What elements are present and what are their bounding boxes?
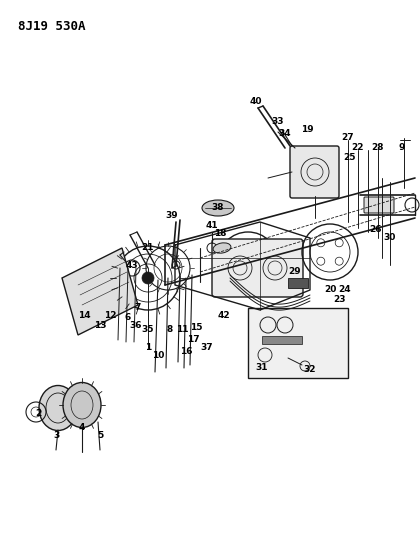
Text: 31: 31 [256, 364, 268, 373]
Text: 25: 25 [344, 154, 356, 163]
Text: 12: 12 [104, 311, 116, 319]
FancyBboxPatch shape [212, 239, 303, 297]
Text: 39: 39 [165, 211, 178, 220]
Text: 33: 33 [272, 117, 284, 126]
Ellipse shape [39, 385, 77, 431]
Bar [288, 278, 308, 288]
Text: 27: 27 [342, 133, 354, 142]
Text: 24: 24 [339, 286, 351, 295]
FancyBboxPatch shape [248, 308, 348, 378]
FancyBboxPatch shape [364, 197, 394, 213]
Text: 3: 3 [53, 431, 59, 440]
Text: 41: 41 [206, 221, 218, 230]
Text: 26: 26 [370, 225, 382, 235]
Circle shape [142, 272, 154, 284]
Text: 32: 32 [304, 366, 316, 375]
Ellipse shape [63, 383, 101, 427]
Text: 8: 8 [167, 326, 173, 335]
Text: 20: 20 [324, 286, 336, 295]
Text: 11: 11 [176, 326, 188, 335]
Text: 14: 14 [78, 311, 90, 319]
Polygon shape [62, 248, 138, 335]
Ellipse shape [213, 243, 231, 253]
Text: 13: 13 [94, 321, 106, 330]
Text: 17: 17 [186, 335, 199, 344]
Text: 2: 2 [35, 409, 41, 418]
Text: 40: 40 [250, 98, 262, 107]
Text: 15: 15 [190, 324, 202, 333]
Text: 16: 16 [180, 348, 192, 357]
Text: 22: 22 [352, 143, 364, 152]
Text: 7: 7 [135, 303, 141, 312]
Text: 29: 29 [289, 268, 301, 277]
Text: 18: 18 [214, 229, 226, 238]
Text: 43: 43 [126, 261, 138, 270]
Text: 6: 6 [125, 313, 131, 322]
Text: 30: 30 [384, 233, 396, 243]
Text: 1: 1 [145, 343, 151, 352]
Text: 37: 37 [201, 343, 213, 352]
Ellipse shape [202, 200, 234, 216]
FancyBboxPatch shape [290, 146, 339, 198]
Text: 10: 10 [152, 351, 164, 359]
Text: 21: 21 [142, 244, 154, 253]
Text: 42: 42 [218, 311, 230, 319]
Text: 8J19 530A: 8J19 530A [18, 20, 86, 33]
Text: 19: 19 [301, 125, 313, 134]
Text: 36: 36 [130, 321, 142, 330]
Text: 5: 5 [97, 431, 103, 440]
Bar [262, 336, 302, 344]
Text: 34: 34 [279, 130, 291, 139]
Text: 9: 9 [399, 143, 405, 152]
Text: 4: 4 [79, 424, 85, 432]
Text: 23: 23 [334, 295, 346, 304]
Text: 28: 28 [372, 143, 384, 152]
Text: 38: 38 [212, 204, 224, 213]
Text: 35: 35 [142, 326, 154, 335]
